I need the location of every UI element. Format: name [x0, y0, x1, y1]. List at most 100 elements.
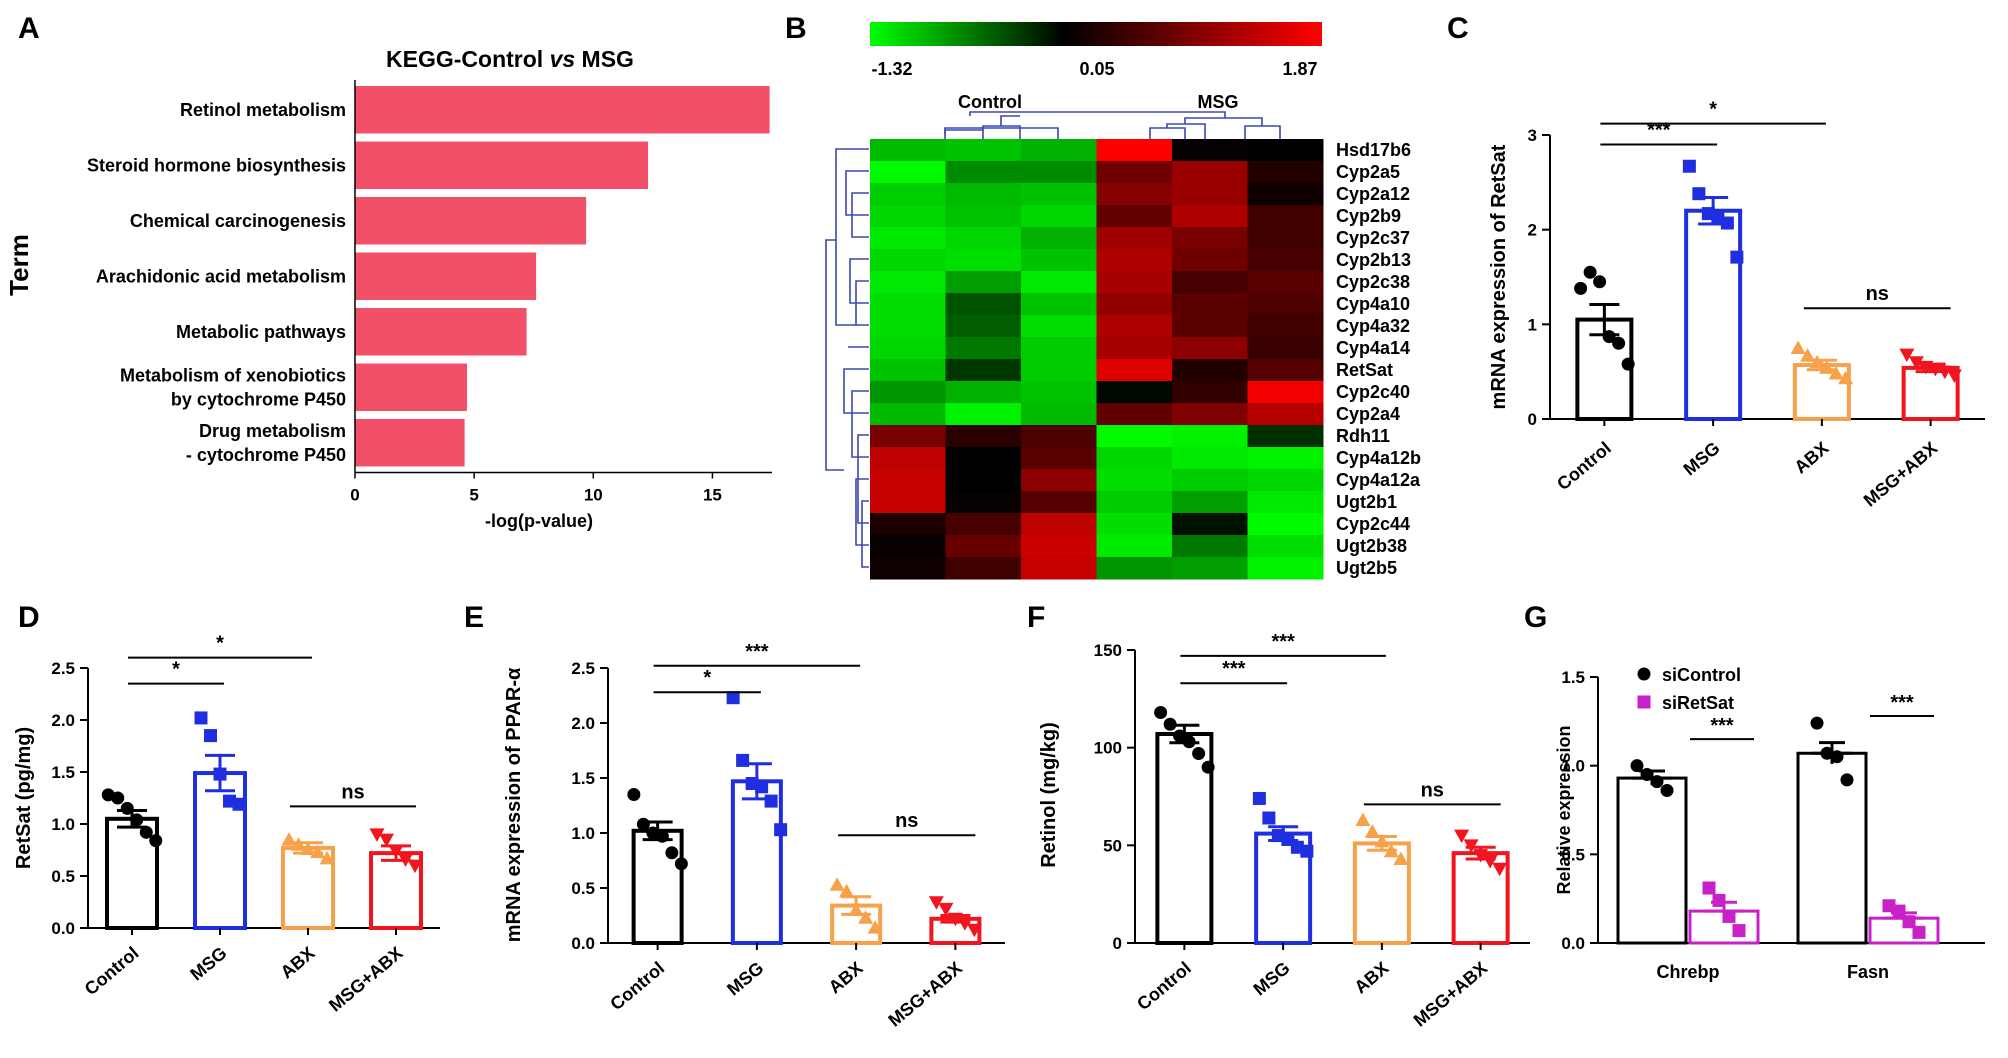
heatmap-cell — [1172, 381, 1248, 404]
data-point — [1892, 904, 1906, 918]
x-category-label: ABX — [277, 943, 319, 983]
heatmap-cell — [870, 359, 946, 382]
data-point — [194, 711, 208, 725]
heatmap-cell — [945, 249, 1022, 272]
x-category-label: MSG — [1679, 438, 1723, 480]
kegg-term-label: Drug metabolism — [199, 421, 346, 441]
data-point — [1593, 275, 1607, 289]
significance-label: *** — [1222, 658, 1246, 680]
heatmap-row-label: Cyp4a12a — [1336, 470, 1421, 490]
heatmap-cell — [945, 161, 1022, 184]
data-point — [1819, 360, 1835, 374]
heatmap-cell — [1247, 293, 1324, 316]
heatmap-cell — [1172, 491, 1248, 514]
heatmap-scale-mid: 0.05 — [1079, 59, 1114, 79]
heatmap-cell — [870, 249, 946, 272]
heatmap-cell — [1247, 359, 1324, 382]
heatmap-row-label: Cyp2a12 — [1336, 184, 1410, 204]
y-tick-label: 1.5 — [1561, 668, 1585, 687]
heatmap-cell — [945, 381, 1022, 404]
heatmap-cell — [1172, 425, 1248, 448]
heatmap-cell — [1096, 425, 1173, 448]
data-point — [1364, 824, 1380, 838]
data-point — [1722, 909, 1736, 923]
heatmap-row-label: Rdh11 — [1336, 426, 1390, 446]
x-category-label: MSG — [1249, 958, 1293, 1000]
data-point — [947, 912, 963, 927]
panel-label-b: B — [785, 12, 807, 45]
significance-label: ns — [341, 781, 364, 803]
data-point — [1454, 829, 1470, 844]
heatmap-scale-min: -1.32 — [871, 59, 912, 79]
y-axis-label: RetSat (pg/mg) — [13, 727, 35, 869]
kegg-x-tick-label: 15 — [703, 486, 722, 505]
heatmap-cell — [870, 293, 946, 316]
data-point — [1473, 849, 1489, 863]
heatmap-cell — [1021, 183, 1097, 206]
heatmap-cell — [870, 337, 946, 360]
data-point — [213, 767, 227, 781]
heatmap-row-label: Cyp2a5 — [1336, 162, 1400, 182]
data-point — [839, 883, 855, 898]
kegg-x-tick-label: 10 — [584, 486, 603, 505]
panel-f-chart: 0 50 100 150 Retinol (mg/kg) Control MSG ABX MSG… — [1038, 631, 1530, 1031]
heatmap-row-label: Cyp2c40 — [1336, 382, 1410, 402]
kegg-term-label: by cytochrome P450 — [171, 389, 346, 409]
heatmap-cell — [945, 315, 1022, 338]
x-category-label: Control — [1553, 438, 1615, 494]
y-tick-label: 100 — [1094, 739, 1122, 758]
heatmap-cell — [1172, 535, 1248, 558]
heatmap-cell — [1172, 403, 1248, 426]
heatmap-cell — [1021, 227, 1097, 250]
data-point — [1163, 717, 1177, 731]
panel-label-e: E — [464, 601, 484, 634]
heatmap-cell — [1096, 557, 1173, 580]
heatmap-cell — [1247, 513, 1324, 536]
y-axis-label: mRNA expression of PPAR-α — [503, 667, 525, 942]
heatmap-cell — [870, 315, 946, 338]
heatmap-cell — [870, 469, 946, 492]
heatmap-row-label: Cyp2c37 — [1336, 228, 1410, 248]
heatmap-cell — [870, 227, 946, 250]
heatmap-cell — [1172, 205, 1248, 228]
heatmap-cell — [1247, 557, 1324, 580]
data-point — [130, 813, 144, 827]
heatmap-cell — [1172, 139, 1248, 162]
heatmap-cell — [1247, 469, 1324, 492]
heatmap-cell — [1172, 293, 1248, 316]
data-point — [966, 923, 982, 938]
data-point — [674, 857, 688, 871]
heatmap-cell — [1172, 359, 1248, 382]
heatmap-cell — [945, 293, 1022, 316]
heatmap-cell — [1172, 161, 1248, 184]
heatmap-cell — [1096, 315, 1173, 338]
heatmap-cell — [1021, 293, 1097, 316]
bar-msg-abx — [1901, 365, 1960, 422]
data-point — [398, 853, 413, 867]
data-point — [1262, 811, 1276, 825]
y-tick-label: 1.0 — [1561, 757, 1585, 776]
heatmap-cell — [945, 271, 1022, 294]
x-category-label: Chrebp — [1657, 962, 1720, 982]
heatmap-cell — [1096, 337, 1173, 360]
heatmap-cell — [870, 403, 946, 426]
heatmap-cell — [1172, 183, 1248, 206]
bar-sicontrol — [1796, 751, 1868, 945]
panel-label-c: C — [1447, 12, 1469, 45]
data-point — [848, 902, 864, 916]
data-point — [867, 920, 883, 934]
x-category-label: ABX — [1350, 958, 1392, 998]
kegg-bar-6 — [355, 419, 465, 467]
heatmap-cell — [1172, 249, 1248, 272]
data-point — [1682, 159, 1696, 173]
heatmap-cell — [945, 403, 1022, 426]
heatmap-cell — [1172, 557, 1248, 580]
x-category-label: MSG+ABX — [325, 943, 406, 1016]
significance-label: *** — [1710, 715, 1734, 737]
heatmap-cell — [1172, 337, 1248, 360]
heatmap-cell — [870, 161, 946, 184]
data-point — [300, 841, 316, 855]
heatmap-cell — [945, 337, 1022, 360]
x-category-label: Control — [1133, 958, 1195, 1014]
data-point — [655, 829, 669, 843]
